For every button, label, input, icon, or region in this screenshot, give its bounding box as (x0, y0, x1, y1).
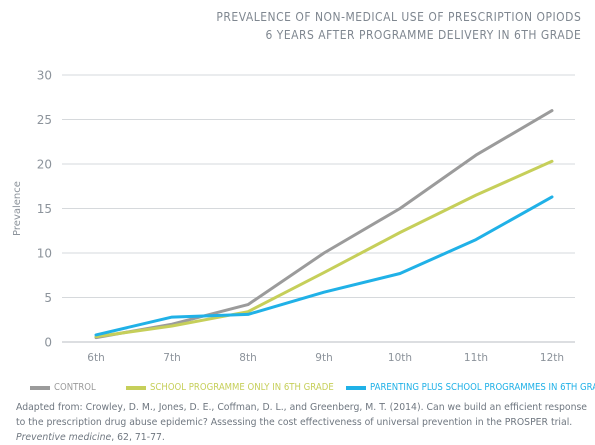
x-tick-label: 8th (239, 352, 256, 364)
y-tick-label: 10 (37, 247, 52, 261)
legend-label-control: CONTROL (54, 382, 96, 393)
legend-item-parenting: PARENTING PLUS SCHOOL PROGRAMMES IN 6TH … (346, 382, 595, 393)
x-axis-ticks: 6th 7th 8th 9th 10th 11th 12th (87, 352, 564, 364)
citation-text: Adapted from: Crowley, D. M., Jones, D. … (16, 402, 588, 428)
legend-label-school: SCHOOL PROGRAMME ONLY IN 6TH GRADE (150, 382, 334, 393)
chart-title: PREVALENCE OF NON-MEDICAL USE OF PRESCRI… (216, 8, 581, 44)
x-tick-label: 7th (163, 352, 180, 364)
series-line-school (94, 159, 554, 339)
chart-title-line-1: PREVALENCE OF NON-MEDICAL USE OF PRESCRI… (216, 9, 581, 24)
series-lines (94, 109, 554, 340)
legend-item-control: CONTROL (30, 382, 100, 393)
y-axis-ticks: 0 5 10 15 20 25 30 (37, 69, 52, 350)
line-chart: 0 5 10 15 20 25 30 6th 7th 8th 9th 10th 11th 12th Pr… (12, 69, 575, 364)
legend-swatch-parenting (346, 385, 366, 390)
y-axis-label: Prevalence (12, 181, 23, 236)
chart-title-line-2: 6 YEARS AFTER PROGRAMME DELIVERY IN 6TH … (265, 27, 581, 42)
legend-label-parenting: PARENTING PLUS SCHOOL PROGRAMMES IN 6TH … (370, 382, 595, 393)
x-tick-label: 6th (87, 352, 104, 364)
legend: CONTROL SCHOOL PROGRAMME ONLY IN 6TH GRA… (30, 382, 595, 396)
series-line-control (94, 109, 554, 340)
series-line-parenting (94, 195, 554, 337)
legend-item-school: SCHOOL PROGRAMME ONLY IN 6TH GRADE (126, 382, 354, 393)
citation: Adapted from: Crowley, D. M., Jones, D. … (16, 400, 591, 445)
gridlines (62, 74, 575, 343)
x-tick-label: 9th (315, 352, 332, 364)
y-tick-label: 20 (37, 158, 52, 172)
y-tick-label: 25 (37, 113, 52, 127)
x-tick-label: 11th (464, 352, 488, 364)
y-tick-label: 0 (44, 336, 52, 350)
legend-swatch-school (126, 385, 146, 390)
x-tick-label: 10th (388, 352, 412, 364)
legend-swatch-control (30, 385, 50, 390)
y-tick-label: 30 (37, 69, 52, 83)
x-tick-label: 12th (540, 352, 564, 364)
y-tick-label: 15 (37, 202, 52, 216)
y-tick-label: 5 (44, 291, 52, 305)
